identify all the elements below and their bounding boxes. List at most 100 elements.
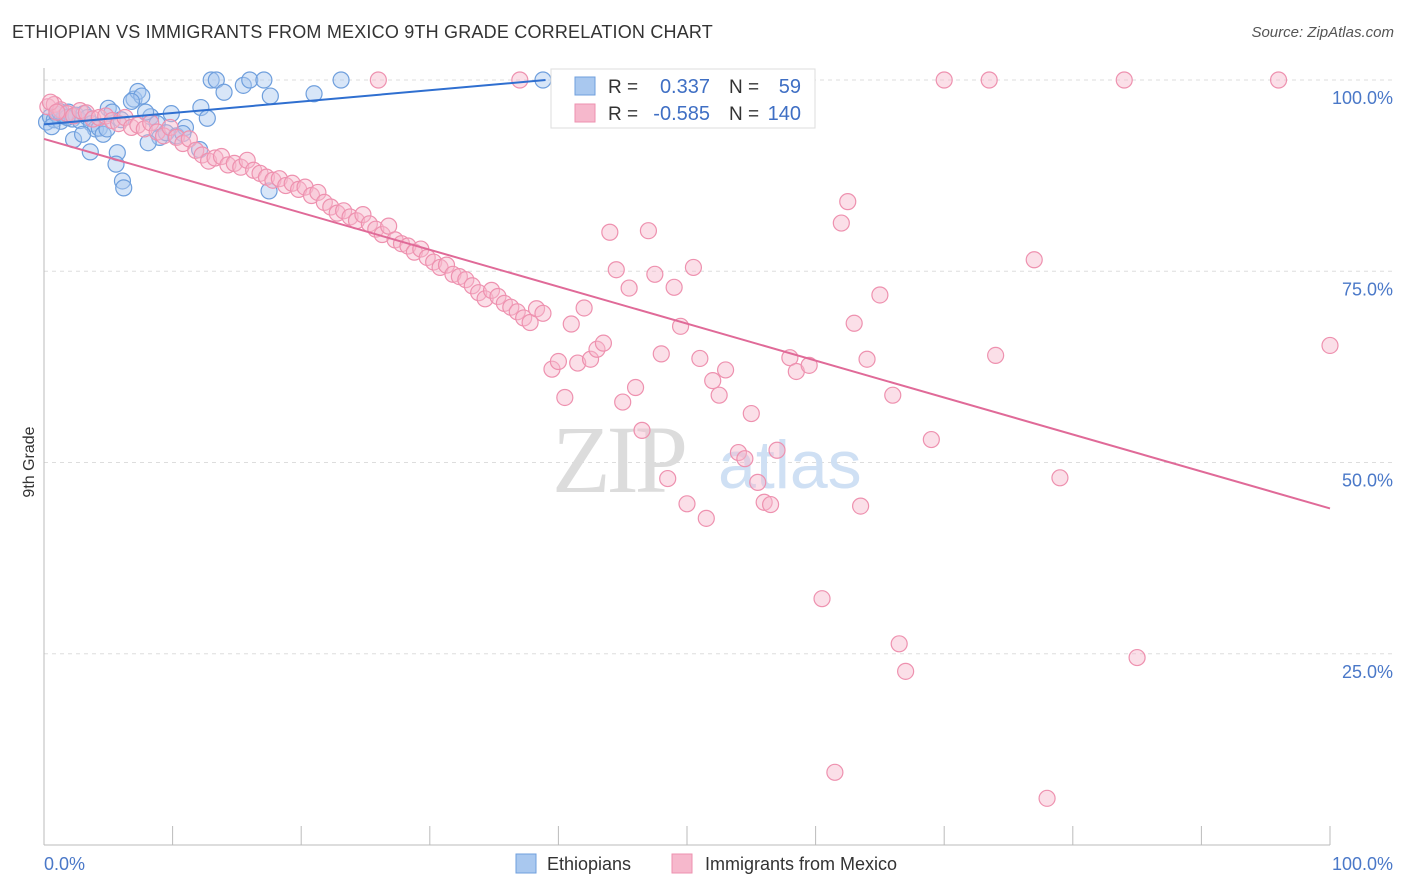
point-mexico-125 xyxy=(890,635,908,653)
point-mexico-99 xyxy=(678,495,696,513)
point-mexico-93 xyxy=(639,222,658,240)
point-mexico-77 xyxy=(534,304,552,322)
watermark-atlas: atlas xyxy=(718,427,862,503)
watermark-zip: ZIP xyxy=(552,406,685,513)
point-mexico-130 xyxy=(1038,789,1056,807)
y-tick-label-2: 50.0% xyxy=(1342,471,1393,491)
point-mexico-24 xyxy=(193,146,211,164)
legend-swatch-ethiopians xyxy=(515,853,537,874)
x-tick-labels: 0.0% 100.0% xyxy=(44,854,1393,874)
point-mexico-119 xyxy=(839,193,857,211)
point-ethiopians-41 xyxy=(207,71,225,89)
point-mexico-15 xyxy=(135,120,153,138)
point-mexico-134 xyxy=(511,71,529,89)
point-mexico-70 xyxy=(489,287,507,306)
point-mexico-87 xyxy=(601,223,619,241)
point-mexico-112 xyxy=(768,441,786,459)
point-mexico-100 xyxy=(684,258,703,277)
point-mexico-137 xyxy=(935,71,953,89)
stats-r-value-2: -0.585 xyxy=(653,103,710,125)
watermark: ZIP atlas xyxy=(552,406,862,513)
point-mexico-129 xyxy=(1025,251,1043,269)
point-mexico-118 xyxy=(832,214,850,232)
point-mexico-111 xyxy=(761,495,780,514)
point-ethiopians-24 xyxy=(113,172,132,190)
point-ethiopians-56 xyxy=(260,182,278,200)
point-mexico-139 xyxy=(1115,71,1133,89)
stats-swatch-blue xyxy=(574,76,596,96)
stats-r-value-1: 0.337 xyxy=(660,76,710,98)
point-ethiopians-17 xyxy=(73,125,92,143)
point-mexico-35 xyxy=(264,171,282,189)
point-mexico-92 xyxy=(633,421,651,439)
trend-layer xyxy=(43,79,1331,510)
point-mexico-142 xyxy=(41,93,60,111)
point-mexico-28 xyxy=(219,156,237,174)
point-mexico-104 xyxy=(710,386,728,404)
point-mexico-131 xyxy=(1051,469,1069,487)
point-ethiopians-44 xyxy=(241,71,259,89)
point-mexico-53 xyxy=(380,217,398,235)
point-mexico-75 xyxy=(521,313,539,332)
point-mexico-103 xyxy=(704,372,722,390)
point-mexico-46 xyxy=(335,202,353,220)
source-label: Source: ZipAtlas.com xyxy=(1251,24,1394,41)
point-mexico-69 xyxy=(482,281,501,299)
point-mexico-102 xyxy=(697,509,715,527)
axes-layer xyxy=(43,68,1331,846)
legend-label-mexico: Immigrants from Mexico xyxy=(705,854,897,874)
series-legend: Ethiopians Immigrants from Mexico xyxy=(515,853,897,874)
point-mexico-120 xyxy=(845,314,863,332)
point-mexico-85 xyxy=(588,340,606,358)
point-mexico-140 xyxy=(1269,71,1288,89)
y-tick-label-1: 75.0% xyxy=(1342,279,1393,299)
point-ethiopians-40 xyxy=(202,71,220,89)
point-mexico-95 xyxy=(652,345,670,363)
point-mexico-83 xyxy=(575,299,593,317)
point-mexico-101 xyxy=(691,349,709,368)
y-tick-label-3: 25.0% xyxy=(1342,662,1393,682)
y-axis-label: 9th Grade xyxy=(21,426,38,497)
point-mexico-123 xyxy=(871,286,889,304)
point-mexico-91 xyxy=(626,378,645,397)
trend-line-ethiopians xyxy=(43,79,546,126)
point-mexico-11 xyxy=(109,115,128,133)
point-mexico-88 xyxy=(607,261,625,279)
stats-r-label-2: R = xyxy=(608,104,638,125)
point-mexico-30 xyxy=(232,158,250,176)
point-mexico-109 xyxy=(749,473,767,491)
point-mexico-97 xyxy=(665,278,683,296)
point-mexico-84 xyxy=(581,350,600,368)
point-mexico-86 xyxy=(594,334,613,352)
point-mexico-108 xyxy=(742,404,760,423)
chart-title: ETHIOPIAN VS IMMIGRANTS FROM MEXICO 9TH … xyxy=(12,22,713,42)
points-layer xyxy=(37,71,1339,807)
point-mexico-138 xyxy=(980,71,998,89)
point-mexico-143 xyxy=(48,103,66,121)
point-mexico-132 xyxy=(1128,648,1146,667)
point-ethiopians-15 xyxy=(43,118,61,136)
point-ethiopians-47 xyxy=(305,85,323,103)
point-mexico-49 xyxy=(354,206,372,224)
legend-swatch-mexico xyxy=(671,853,693,874)
point-mexico-127 xyxy=(922,430,940,449)
stats-n-label-1: N = xyxy=(729,77,759,98)
point-mexico-42 xyxy=(309,183,327,202)
point-mexico-105 xyxy=(716,361,735,379)
y-tick-labels: 100.0% 75.0% 50.0% 25.0% xyxy=(1332,88,1393,682)
point-mexico-126 xyxy=(897,662,915,680)
point-ethiopians-51 xyxy=(122,92,141,111)
point-mexico-117 xyxy=(826,763,844,781)
point-ethiopians-46 xyxy=(261,87,279,105)
trend-line-mexico xyxy=(43,137,1331,510)
x-tick-label-left: 0.0% xyxy=(44,854,85,874)
point-mexico-82 xyxy=(569,354,587,372)
y-tick-label-0: 100.0% xyxy=(1332,88,1393,108)
stats-r-label-1: R = xyxy=(608,77,638,98)
stats-legend: R = 0.337 N = 59 R = -0.585 N = 140 xyxy=(550,68,816,129)
point-mexico-94 xyxy=(646,265,664,283)
point-mexico-66 xyxy=(463,277,481,295)
point-mexico-121 xyxy=(852,497,870,515)
point-mexico-44 xyxy=(322,198,340,216)
